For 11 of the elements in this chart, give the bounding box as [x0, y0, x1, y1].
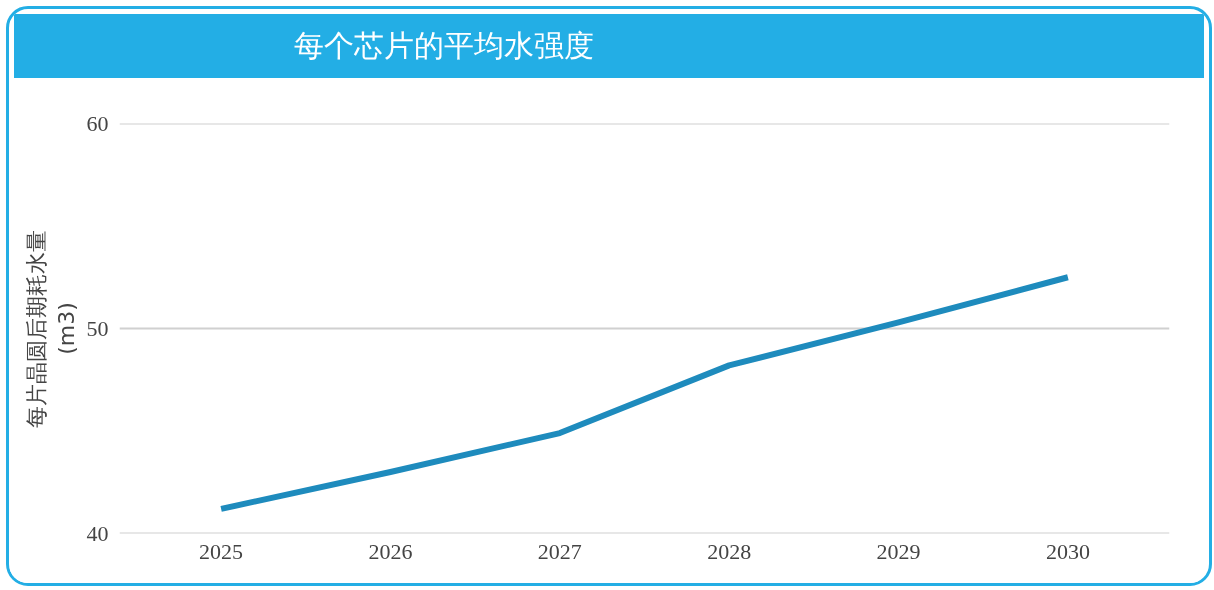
x-tick-label: 2028 — [707, 538, 752, 564]
y-axis-title: 每片晶圆后期耗水量 (m3) — [23, 229, 79, 428]
x-tick-label: 2026 — [368, 538, 413, 564]
y-tick-label: 40 — [86, 520, 109, 546]
x-tick-label: 2025 — [199, 538, 244, 564]
x-tick-label: 2030 — [1045, 538, 1090, 564]
x-tick-label: 2029 — [876, 538, 921, 564]
x-tick-label: 2027 — [537, 538, 582, 564]
chart-title: 每个芯片的平均水强度 — [294, 27, 594, 65]
y-tick-label: 50 — [86, 315, 109, 341]
y-tick-label: 60 — [86, 110, 109, 136]
